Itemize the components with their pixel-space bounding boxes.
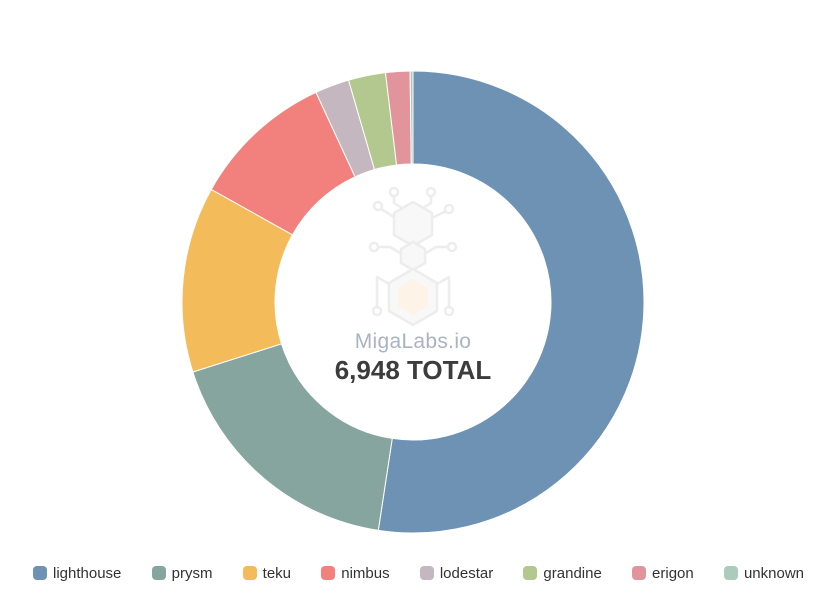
watermark-brand-text: MigaLabs.io xyxy=(354,330,472,353)
legend-swatch-lodestar xyxy=(419,566,434,580)
donut-segment-lighthouse[interactable] xyxy=(377,70,645,534)
legend-item-nimbus[interactable]: nimbus xyxy=(321,564,390,582)
legend-item-lighthouse[interactable]: lighthouse xyxy=(33,565,121,582)
legend-item-teku[interactable]: teku xyxy=(242,564,292,582)
legend-swatch-lighthouse xyxy=(33,566,47,580)
legend-item-prysm[interactable]: prysm xyxy=(151,564,213,582)
legend-swatch-grandine xyxy=(523,566,538,580)
legend-label-prysm: prysm xyxy=(171,564,213,582)
legend-label-unknown: unknown xyxy=(743,564,804,582)
legend-swatch-erigon xyxy=(632,566,647,580)
legend-swatch-unknown xyxy=(723,566,738,580)
legend-item-lodestar[interactable]: lodestar xyxy=(419,564,494,582)
legend-swatch-prysm xyxy=(151,566,166,580)
migalabs-ant-logo-watermark xyxy=(368,186,458,327)
legend-swatch-nimbus xyxy=(321,566,336,580)
legend-label-lighthouse: lighthouse xyxy=(53,564,122,582)
legend-label-lodestar: lodestar xyxy=(439,564,494,582)
legend-label-erigon: erigon xyxy=(652,564,694,582)
chart-legend: lighthouse prysm teku nimbus lodestar gr… xyxy=(33,561,804,585)
legend-label-teku: teku xyxy=(262,564,292,582)
donut-segments xyxy=(181,70,645,534)
legend-item-erigon[interactable]: erigon xyxy=(632,565,694,582)
legend-label-nimbus: nimbus xyxy=(341,564,390,582)
donut-segment-prysm[interactable] xyxy=(192,343,393,531)
total-count-label: 6,948 TOTAL xyxy=(334,355,492,385)
legend-swatch-teku xyxy=(242,566,257,580)
legend-item-grandine[interactable]: grandine xyxy=(523,564,602,582)
donut-segment-unknown[interactable] xyxy=(409,70,414,165)
legend-label-grandine: grandine xyxy=(543,564,602,582)
legend-item-unknown[interactable]: unknown xyxy=(723,564,804,582)
